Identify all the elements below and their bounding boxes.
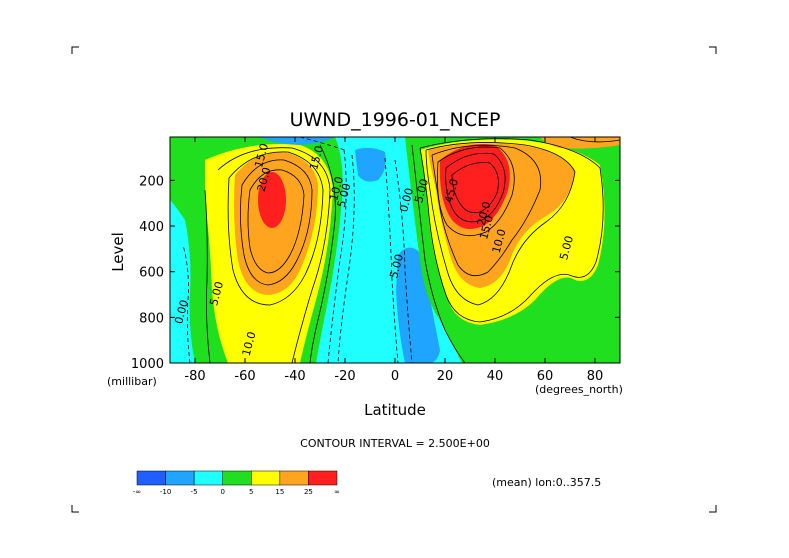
colorbar-swatch [251, 470, 281, 486]
field-region-eq-lower-negative [396, 247, 440, 363]
x-axis-label: Latitude [364, 401, 426, 419]
contour-label: 0.00 [172, 298, 191, 325]
colorbar-label: 5 [249, 488, 253, 496]
x-tick-label: 0 [391, 369, 399, 384]
y-axis: 200 400 600 800 1000 [131, 174, 620, 372]
colorbar-label: -∞ [133, 488, 141, 496]
contour-label: 10.0 [240, 330, 259, 357]
colorbar-label: 0 [220, 488, 224, 496]
contour-label: 20.0 [255, 166, 274, 193]
x-tick-label: 60 [537, 369, 554, 384]
colorbar: -∞ -10 -5 0 5 15 25 ∞ [133, 470, 340, 496]
colorbar-label: -5 [191, 488, 198, 496]
contour-label-layer: 15.020.015.010.05.000.005.0010.00.005.00… [172, 142, 576, 357]
colorbar-swatch [136, 470, 166, 486]
contour-label: 15.0 [252, 142, 271, 169]
contour-label: 10.0 [490, 228, 509, 255]
crop-marks [71, 46, 717, 513]
contour-label: 20.0 [475, 200, 494, 227]
contour-interval-text: CONTOUR INTERVAL = 2.500E+00 [300, 437, 490, 450]
contour-label: 5.00 [387, 253, 406, 280]
colorbar-label: ∞ [334, 488, 340, 496]
field-region-sh-jet-core [258, 172, 286, 228]
x-axis-units: (degrees_north) [535, 383, 623, 396]
x-tick-label: 40 [487, 369, 504, 384]
y-tick-label: 400 [139, 220, 164, 235]
x-tick-label: -60 [234, 369, 255, 384]
field-region-eq-upper-negative [355, 147, 386, 182]
x-axis: -80 -60 -40 -20 0 20 40 60 80 [184, 137, 603, 384]
contour-label: 5.00 [335, 182, 354, 209]
contour-label: 5.00 [557, 234, 576, 261]
field-region-nh-polar-upper [540, 137, 620, 149]
x-tick-label: 20 [437, 369, 454, 384]
y-axis-label: Level [109, 232, 127, 272]
colorbar-swatch [308, 470, 338, 486]
y-tick-label: 800 [139, 311, 164, 326]
contour-label: 10.0 [327, 175, 346, 202]
y-tick-label: 200 [139, 174, 164, 189]
plot-area: 15.020.015.010.05.000.005.0010.00.005.00… [170, 137, 620, 363]
colorbar-swatch [193, 470, 223, 486]
footer-text: (mean) lon:0..357.5 [492, 476, 601, 489]
colorbar-label: 25 [304, 488, 313, 496]
x-tick-label: -80 [184, 369, 205, 384]
contour-label: 15.0 [477, 214, 496, 241]
colorbar-swatch [165, 470, 195, 486]
colorbar-label: 15 [275, 488, 284, 496]
x-tick-label: -40 [284, 369, 305, 384]
x-tick-label: 80 [587, 369, 604, 384]
contour-label: 15.0 [307, 144, 326, 171]
field-region-sh-upper-strip [260, 137, 335, 145]
contour-label: 45.0 [442, 177, 461, 204]
chart-title: UWND_1996-01_NCEP [290, 109, 501, 131]
colorbar-label: -10 [160, 488, 171, 496]
y-axis-units: (millibar) [107, 375, 157, 388]
y-tick-label: 600 [139, 266, 164, 281]
contour-label: 5.00 [207, 280, 226, 307]
y-tick-label: 1000 [131, 357, 164, 372]
colorbar-swatch [222, 470, 252, 486]
contour-lines [182, 137, 620, 363]
contour-label: 5.00 [412, 177, 431, 204]
contour-label: 0.00 [397, 186, 416, 213]
colorbar-swatch [279, 470, 309, 486]
x-tick-label: -20 [334, 369, 355, 384]
